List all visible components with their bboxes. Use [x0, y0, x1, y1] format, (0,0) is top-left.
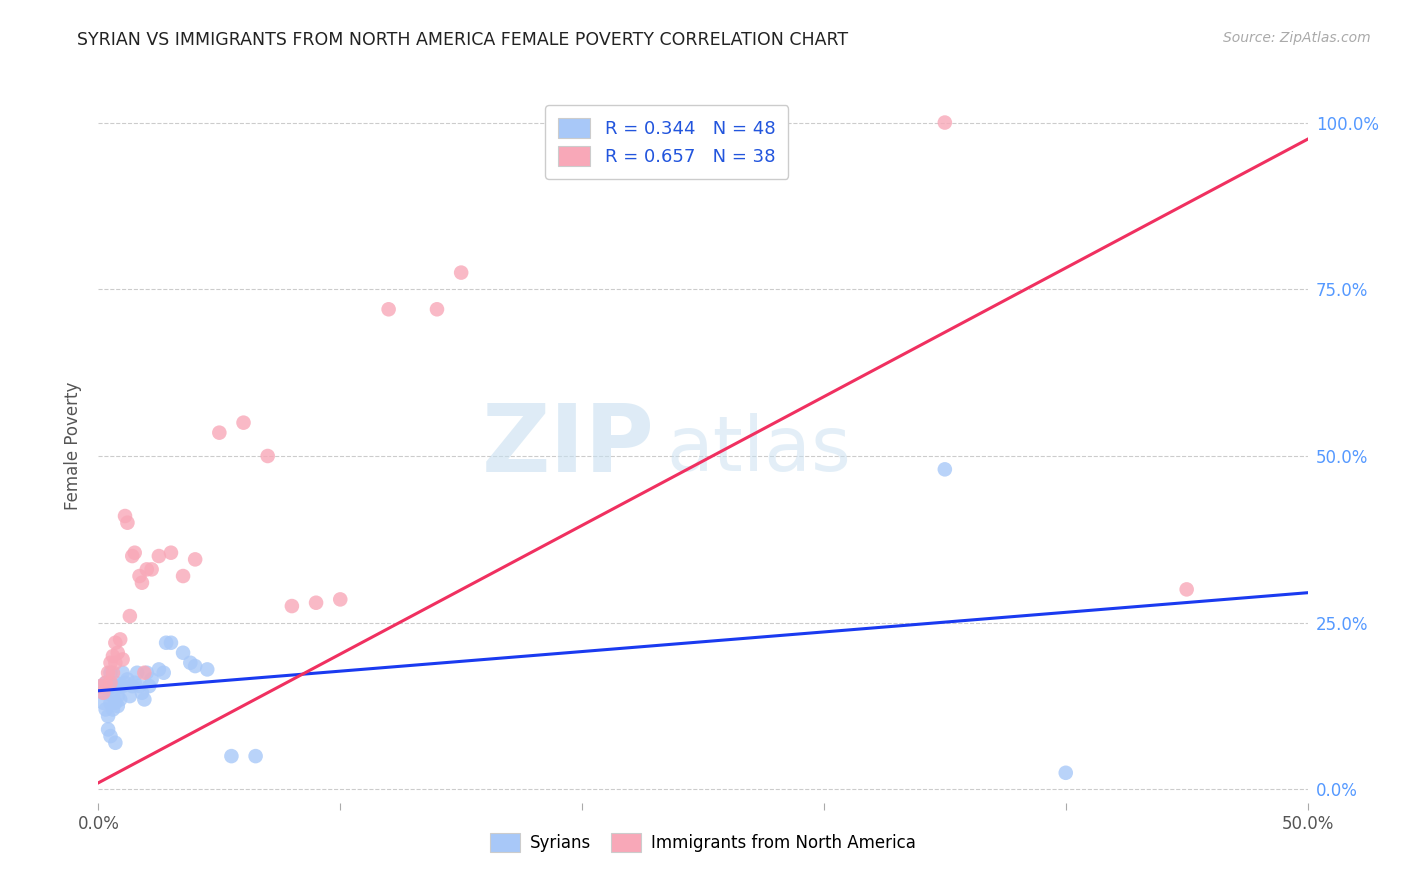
Point	[101, 649, 124, 664]
Point	[107, 646, 129, 660]
Point	[107, 679, 129, 693]
Point	[134, 692, 156, 706]
Point	[94, 702, 117, 716]
Text: ZIP: ZIP	[482, 400, 655, 492]
Point	[155, 636, 177, 650]
Point	[148, 549, 170, 563]
Point	[111, 665, 134, 680]
Point	[114, 509, 136, 524]
Point	[101, 679, 124, 693]
Point	[121, 549, 143, 563]
Point	[111, 652, 134, 666]
Point	[97, 723, 120, 737]
Point	[131, 686, 153, 700]
Point	[141, 562, 163, 576]
Point	[172, 646, 194, 660]
Point	[135, 665, 157, 680]
Point	[100, 729, 122, 743]
Point	[100, 696, 122, 710]
Point	[128, 679, 150, 693]
Point	[281, 599, 304, 613]
Point	[377, 302, 399, 317]
Point	[104, 696, 127, 710]
Point	[141, 673, 163, 687]
Point	[100, 675, 122, 690]
Point	[108, 632, 131, 647]
Point	[160, 636, 183, 650]
Point	[118, 689, 141, 703]
Point	[184, 552, 207, 566]
Point	[138, 679, 160, 693]
Point	[221, 749, 243, 764]
Point	[114, 675, 136, 690]
Point	[232, 416, 254, 430]
Point	[450, 266, 472, 280]
Point	[108, 679, 131, 693]
Point	[97, 665, 120, 680]
Text: Source: ZipAtlas.com: Source: ZipAtlas.com	[1223, 31, 1371, 45]
Point	[97, 709, 120, 723]
Point	[934, 115, 956, 129]
Point	[934, 462, 956, 476]
Point	[97, 682, 120, 697]
Point	[160, 546, 183, 560]
Point	[104, 736, 127, 750]
Point	[90, 679, 112, 693]
Point	[108, 692, 131, 706]
Point	[107, 689, 129, 703]
Point	[104, 675, 127, 690]
Point	[135, 562, 157, 576]
Point	[245, 749, 267, 764]
Point	[107, 699, 129, 714]
Point	[117, 516, 139, 530]
Point	[124, 675, 146, 690]
Text: SYRIAN VS IMMIGRANTS FROM NORTH AMERICA FEMALE POVERTY CORRELATION CHART: SYRIAN VS IMMIGRANTS FROM NORTH AMERICA …	[77, 31, 848, 49]
Point	[152, 665, 174, 680]
Point	[101, 702, 124, 716]
Point	[90, 679, 112, 693]
Point	[128, 569, 150, 583]
Point	[179, 656, 201, 670]
Point	[124, 546, 146, 560]
Point	[127, 665, 149, 680]
Point	[184, 659, 207, 673]
Text: atlas: atlas	[666, 413, 852, 486]
Point	[131, 575, 153, 590]
Point	[104, 656, 127, 670]
Point	[94, 675, 117, 690]
Point	[426, 302, 449, 317]
Point	[172, 569, 194, 583]
Point	[118, 609, 141, 624]
Point	[1054, 765, 1077, 780]
Point	[111, 679, 134, 693]
Point	[104, 636, 127, 650]
Point	[305, 596, 328, 610]
Point	[121, 679, 143, 693]
Point	[100, 665, 122, 680]
Point	[101, 665, 124, 680]
Point	[208, 425, 231, 440]
Point	[195, 662, 218, 676]
Point	[148, 662, 170, 676]
Point	[101, 689, 124, 703]
Point	[94, 675, 117, 690]
Point	[91, 686, 114, 700]
Point	[117, 673, 139, 687]
Point	[1175, 582, 1198, 597]
Point	[134, 665, 156, 680]
Point	[91, 696, 114, 710]
Point	[100, 656, 122, 670]
Point	[91, 686, 114, 700]
Legend: Syrians, Immigrants from North America: Syrians, Immigrants from North America	[484, 827, 922, 859]
Point	[329, 592, 352, 607]
Y-axis label: Female Poverty: Female Poverty	[65, 382, 83, 510]
Point	[256, 449, 278, 463]
